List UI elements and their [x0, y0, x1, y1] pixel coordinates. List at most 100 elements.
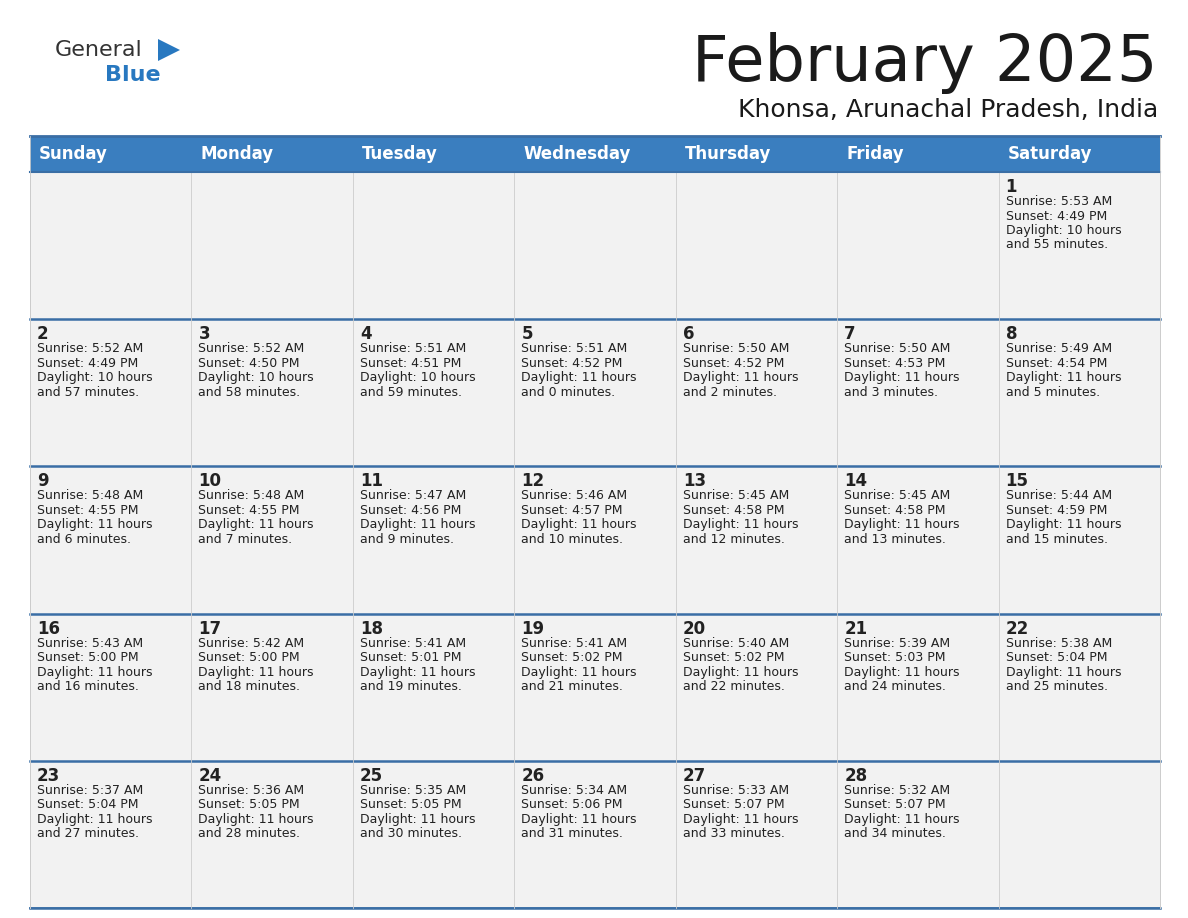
Bar: [191, 761, 353, 908]
Bar: [191, 319, 353, 466]
Text: Sunrise: 5:51 AM: Sunrise: 5:51 AM: [522, 342, 627, 355]
Bar: [676, 319, 838, 466]
Bar: [676, 136, 838, 172]
Text: Sunrise: 5:53 AM: Sunrise: 5:53 AM: [1005, 195, 1112, 208]
Text: and 24 minutes.: and 24 minutes.: [845, 680, 946, 693]
Text: and 27 minutes.: and 27 minutes.: [37, 827, 139, 840]
Text: Sunset: 4:51 PM: Sunset: 4:51 PM: [360, 357, 461, 370]
Bar: [30, 136, 191, 172]
Text: and 31 minutes.: and 31 minutes.: [522, 827, 624, 840]
Bar: [999, 613, 1159, 761]
Text: Sunrise: 5:48 AM: Sunrise: 5:48 AM: [37, 489, 144, 502]
Text: Sunrise: 5:44 AM: Sunrise: 5:44 AM: [1005, 489, 1112, 502]
Text: Saturday: Saturday: [1007, 145, 1092, 163]
Text: Daylight: 11 hours: Daylight: 11 hours: [1005, 371, 1121, 385]
Text: Sunrise: 5:41 AM: Sunrise: 5:41 AM: [522, 636, 627, 650]
Text: 27: 27: [683, 767, 706, 785]
Text: Sunset: 4:49 PM: Sunset: 4:49 PM: [1005, 209, 1107, 222]
Text: and 12 minutes.: and 12 minutes.: [683, 533, 784, 546]
Text: Sunset: 4:55 PM: Sunset: 4:55 PM: [198, 504, 299, 517]
Text: Sunset: 5:07 PM: Sunset: 5:07 PM: [683, 799, 784, 812]
Text: 10: 10: [198, 473, 221, 490]
Text: Sunrise: 5:50 AM: Sunrise: 5:50 AM: [845, 342, 950, 355]
Text: Daylight: 11 hours: Daylight: 11 hours: [360, 666, 475, 678]
Bar: [191, 466, 353, 613]
Text: 23: 23: [37, 767, 61, 785]
Text: Sunset: 4:49 PM: Sunset: 4:49 PM: [37, 357, 138, 370]
Text: Sunset: 4:56 PM: Sunset: 4:56 PM: [360, 504, 461, 517]
Bar: [838, 136, 999, 172]
Bar: [30, 466, 191, 613]
Text: and 28 minutes.: and 28 minutes.: [198, 827, 301, 840]
Text: Sunday: Sunday: [39, 145, 108, 163]
Text: February 2025: February 2025: [693, 32, 1158, 94]
Text: Sunset: 5:02 PM: Sunset: 5:02 PM: [522, 651, 623, 664]
Text: Daylight: 11 hours: Daylight: 11 hours: [845, 666, 960, 678]
Bar: [838, 466, 999, 613]
Text: and 2 minutes.: and 2 minutes.: [683, 386, 777, 398]
Text: 26: 26: [522, 767, 544, 785]
Text: Daylight: 11 hours: Daylight: 11 hours: [522, 812, 637, 826]
Text: Sunrise: 5:36 AM: Sunrise: 5:36 AM: [198, 784, 304, 797]
Text: and 30 minutes.: and 30 minutes.: [360, 827, 462, 840]
Bar: [353, 466, 514, 613]
Text: Daylight: 10 hours: Daylight: 10 hours: [360, 371, 475, 385]
Bar: [999, 761, 1159, 908]
Text: Daylight: 11 hours: Daylight: 11 hours: [522, 519, 637, 532]
Text: Daylight: 11 hours: Daylight: 11 hours: [198, 519, 314, 532]
Text: Sunset: 4:53 PM: Sunset: 4:53 PM: [845, 357, 946, 370]
Text: and 25 minutes.: and 25 minutes.: [1005, 680, 1107, 693]
Text: Sunrise: 5:39 AM: Sunrise: 5:39 AM: [845, 636, 950, 650]
Text: 8: 8: [1005, 325, 1017, 343]
Text: and 57 minutes.: and 57 minutes.: [37, 386, 139, 398]
Text: and 55 minutes.: and 55 minutes.: [1005, 239, 1107, 252]
Text: 3: 3: [198, 325, 210, 343]
Text: Sunrise: 5:40 AM: Sunrise: 5:40 AM: [683, 636, 789, 650]
Bar: [191, 613, 353, 761]
Text: Sunrise: 5:34 AM: Sunrise: 5:34 AM: [522, 784, 627, 797]
Text: Sunset: 4:57 PM: Sunset: 4:57 PM: [522, 504, 623, 517]
Text: Sunrise: 5:52 AM: Sunrise: 5:52 AM: [198, 342, 304, 355]
Text: 11: 11: [360, 473, 383, 490]
Text: Daylight: 11 hours: Daylight: 11 hours: [37, 812, 152, 826]
Text: and 0 minutes.: and 0 minutes.: [522, 386, 615, 398]
Bar: [353, 761, 514, 908]
Text: Blue: Blue: [105, 65, 160, 85]
Text: Sunset: 4:55 PM: Sunset: 4:55 PM: [37, 504, 139, 517]
Text: 13: 13: [683, 473, 706, 490]
Text: Sunset: 5:03 PM: Sunset: 5:03 PM: [845, 651, 946, 664]
Text: Sunrise: 5:33 AM: Sunrise: 5:33 AM: [683, 784, 789, 797]
Bar: [30, 319, 191, 466]
Text: Sunrise: 5:41 AM: Sunrise: 5:41 AM: [360, 636, 466, 650]
Text: Daylight: 11 hours: Daylight: 11 hours: [522, 666, 637, 678]
Text: Daylight: 11 hours: Daylight: 11 hours: [522, 371, 637, 385]
Text: Sunrise: 5:37 AM: Sunrise: 5:37 AM: [37, 784, 144, 797]
Text: and 7 minutes.: and 7 minutes.: [198, 533, 292, 546]
Text: Daylight: 11 hours: Daylight: 11 hours: [845, 519, 960, 532]
Bar: [676, 613, 838, 761]
Text: 22: 22: [1005, 620, 1029, 638]
Text: 2: 2: [37, 325, 49, 343]
Text: Daylight: 11 hours: Daylight: 11 hours: [360, 519, 475, 532]
Bar: [514, 319, 676, 466]
Text: Daylight: 11 hours: Daylight: 11 hours: [845, 812, 960, 826]
Text: Sunset: 5:00 PM: Sunset: 5:00 PM: [198, 651, 301, 664]
Text: and 22 minutes.: and 22 minutes.: [683, 680, 784, 693]
Text: Sunrise: 5:50 AM: Sunrise: 5:50 AM: [683, 342, 789, 355]
Text: 16: 16: [37, 620, 61, 638]
Bar: [514, 172, 676, 319]
Bar: [838, 319, 999, 466]
Text: Sunset: 5:06 PM: Sunset: 5:06 PM: [522, 799, 623, 812]
Text: Daylight: 11 hours: Daylight: 11 hours: [683, 666, 798, 678]
Text: Wednesday: Wednesday: [523, 145, 631, 163]
Text: Sunset: 5:01 PM: Sunset: 5:01 PM: [360, 651, 461, 664]
Bar: [514, 136, 676, 172]
Text: 21: 21: [845, 620, 867, 638]
Text: 7: 7: [845, 325, 855, 343]
Text: Monday: Monday: [201, 145, 273, 163]
Text: Sunrise: 5:52 AM: Sunrise: 5:52 AM: [37, 342, 144, 355]
Text: Daylight: 10 hours: Daylight: 10 hours: [1005, 224, 1121, 237]
Text: Daylight: 10 hours: Daylight: 10 hours: [198, 371, 314, 385]
Text: and 19 minutes.: and 19 minutes.: [360, 680, 462, 693]
Text: and 6 minutes.: and 6 minutes.: [37, 533, 131, 546]
